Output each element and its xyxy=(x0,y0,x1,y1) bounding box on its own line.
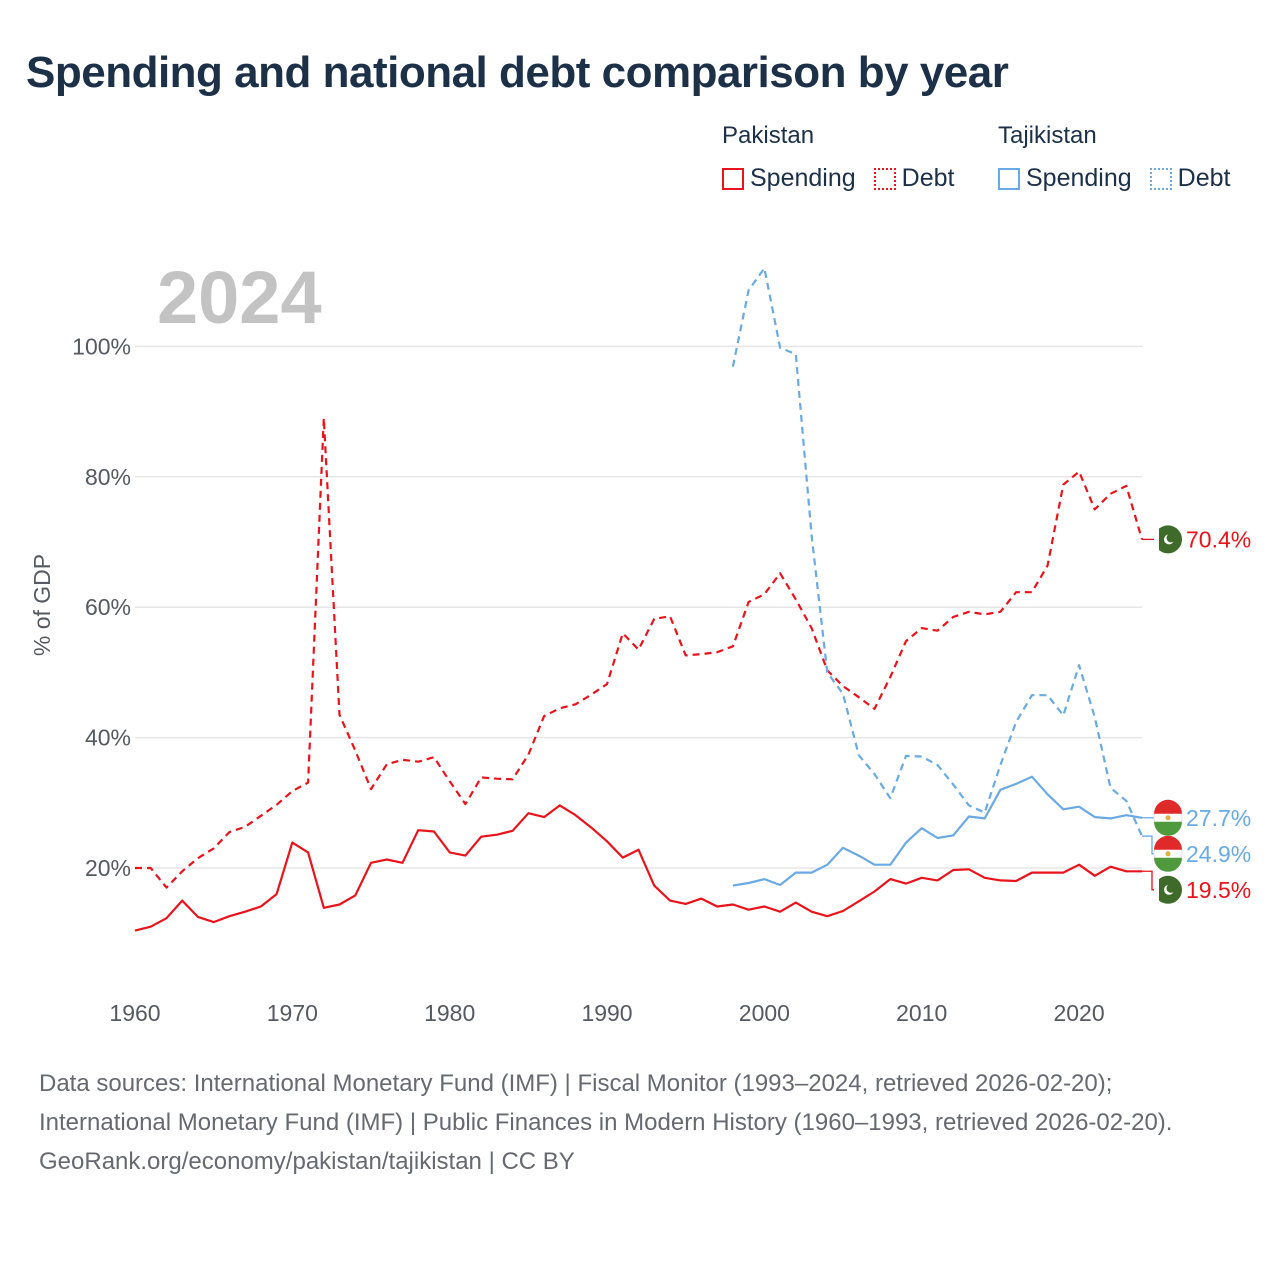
chart-title: Spending and national debt comparison by… xyxy=(26,48,1009,97)
series-line-pakistan-spending[interactable] xyxy=(134,804,1142,932)
legend-item-pakistan-spending[interactable]: Spending xyxy=(722,164,856,193)
axes: 20% 40% 60% 80% 100% 1960 1970 1980 1990 2000 2010… xyxy=(29,333,1105,1026)
tajikistan-flag-icon xyxy=(1153,835,1183,872)
y-tick-label: 20% xyxy=(85,855,131,881)
y-tick-label: 40% xyxy=(85,725,131,751)
legend-label: Debt xyxy=(901,164,955,192)
end-value-label: 24.9% xyxy=(1186,841,1251,867)
credit-link[interactable]: GeoRank.org/economy/pakistan/tajikistan … xyxy=(39,1148,575,1175)
series-line-pakistan-debt[interactable] xyxy=(135,417,1144,889)
legend-swatch-dotted xyxy=(1149,167,1172,190)
pakistan-flag-icon xyxy=(1154,875,1182,904)
x-tick-label: 2000 xyxy=(739,1000,790,1026)
end-value-label: 19.5% xyxy=(1186,877,1251,903)
legend-group-title: Tajikistan xyxy=(998,122,1097,149)
y-axis-title: % of GDP xyxy=(29,554,55,656)
end-value-label: 70.4% xyxy=(1186,526,1251,552)
legend-swatch-solid xyxy=(998,167,1020,190)
y-tick-label: 100% xyxy=(72,333,131,359)
legend-group-tajikistan: Tajikistan Spending Debt xyxy=(998,122,1230,193)
series-line-tajikistan-spending[interactable] xyxy=(732,775,1143,887)
line-chart: 2024 20% 40% 60% 80% 100% 1960 1970 1980 1990 200… xyxy=(29,256,1251,1026)
legend-item-tajikistan-spending[interactable]: Spending xyxy=(998,164,1132,193)
y-tick-label: 60% xyxy=(85,594,131,620)
end-labels: 70.4% 27.7% 24.9% 19.5% xyxy=(1142,525,1251,904)
legend-item-pakistan-debt[interactable]: Debt xyxy=(873,164,955,193)
legend-group-pakistan: Pakistan Spending Debt xyxy=(722,122,954,193)
series-lines xyxy=(134,267,1144,932)
x-tick-label: 2010 xyxy=(896,1000,947,1026)
legend-label: Spending xyxy=(1026,164,1132,192)
series-line-tajikistan-debt[interactable] xyxy=(731,267,1144,837)
data-sources: Data sources: International Monetary Fun… xyxy=(39,1070,1173,1136)
gridlines xyxy=(135,345,1142,869)
pakistan-flag-icon xyxy=(1154,525,1182,554)
y-tick-label: 80% xyxy=(85,464,131,490)
tajikistan-flag-icon xyxy=(1153,799,1183,836)
x-tick-label: 1970 xyxy=(267,1000,318,1026)
x-tick-label: 1980 xyxy=(424,1000,475,1026)
legend-group-title: Pakistan xyxy=(722,122,815,149)
x-tick-label: 1960 xyxy=(109,1000,160,1026)
footer: Data sources: International Monetary Fun… xyxy=(39,1064,1239,1181)
end-connector xyxy=(1142,835,1154,855)
legend-label: Spending xyxy=(750,164,856,192)
legend-label: Debt xyxy=(1177,164,1231,192)
year-watermark: 2024 xyxy=(157,256,322,339)
legend-item-tajikistan-debt[interactable]: Debt xyxy=(1149,164,1231,193)
x-tick-label: 1990 xyxy=(581,1000,632,1026)
end-value-label: 27.7% xyxy=(1186,805,1251,831)
end-connector xyxy=(1142,870,1154,891)
legend-swatch-solid xyxy=(722,167,744,190)
x-tick-label: 2020 xyxy=(1053,1000,1104,1026)
legend-swatch-dotted xyxy=(873,167,896,190)
